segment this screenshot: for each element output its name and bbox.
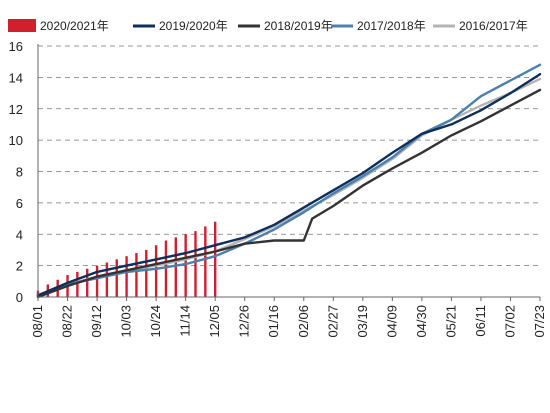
bar: [184, 234, 187, 297]
x-tick-label: 01/16: [266, 305, 281, 338]
y-tick-label: 6: [16, 196, 23, 211]
bar: [204, 226, 207, 297]
y-tick-label: 12: [9, 102, 23, 117]
bar: [115, 259, 118, 297]
bar: [95, 265, 99, 297]
series-line: [36, 88, 542, 299]
x-tick-label: 09/12: [89, 305, 104, 338]
x-tick-label: 10/24: [148, 305, 163, 338]
bar: [154, 245, 158, 297]
bar: [76, 271, 79, 297]
legend-swatch: [8, 19, 36, 32]
bar: [86, 268, 89, 297]
y-tick-label: 10: [9, 133, 23, 148]
x-tick-label: 04/09: [384, 305, 399, 338]
legend-label: 2018/2019年: [264, 19, 333, 33]
grid: [38, 45, 540, 267]
x-tick-label: 12/05: [207, 305, 222, 338]
y-tick-label: 14: [9, 70, 23, 85]
y-tick-label: 2: [16, 259, 23, 274]
legend-label: 2016/2017年: [459, 19, 528, 33]
x-tick-label: 02/27: [325, 305, 340, 338]
x-tick-label: 03/19: [355, 305, 370, 338]
x-tick-label: 07/02: [502, 305, 517, 338]
y-tick-label: 16: [9, 39, 23, 54]
x-tick-label: 08/01: [30, 305, 45, 338]
bar: [194, 231, 197, 297]
bar: [125, 256, 128, 297]
x-tick-label: 11/14: [178, 305, 193, 337]
axes: [37, 44, 541, 301]
legend-label: 2020/2021年: [40, 19, 109, 33]
x-tick-label: 05/21: [443, 305, 458, 338]
x-tick-label: 12/26: [237, 305, 252, 338]
series-line: [36, 63, 542, 297]
legend-label: 2017/2018年: [357, 19, 426, 33]
x-tick-label: 06/11: [473, 305, 488, 337]
x-tick-label: 04/30: [414, 305, 429, 338]
x-tick-labels: 08/01 08/22 09/12 10/03 10/24 11/14 12/05 12/26…: [30, 305, 547, 338]
y-tick-label: 0: [16, 290, 23, 305]
x-tick-label: 02/06: [296, 305, 311, 338]
series-line: [36, 77, 542, 297]
bar: [164, 240, 168, 297]
bar: [174, 237, 178, 297]
series-line: [36, 73, 542, 297]
y-tick-label: 4: [16, 227, 23, 242]
bar: [213, 221, 217, 297]
x-tick-label: 10/03: [119, 305, 134, 338]
x-tick-label: 07/23: [532, 305, 547, 338]
bar: [145, 249, 148, 297]
legend-label: 2019/2020年: [159, 19, 228, 33]
bar: [105, 262, 109, 297]
bar: [135, 253, 138, 297]
x-tick-label: 08/22: [60, 305, 75, 338]
y-tick-labels: 0 2 4 6 8 10 12 14 16: [9, 39, 23, 305]
y-tick-label: 8: [16, 165, 23, 180]
line-series: [36, 63, 542, 299]
legend: 2020/2021年 2019/2020年 2018/2019年 2017/2018年…: [8, 19, 528, 33]
